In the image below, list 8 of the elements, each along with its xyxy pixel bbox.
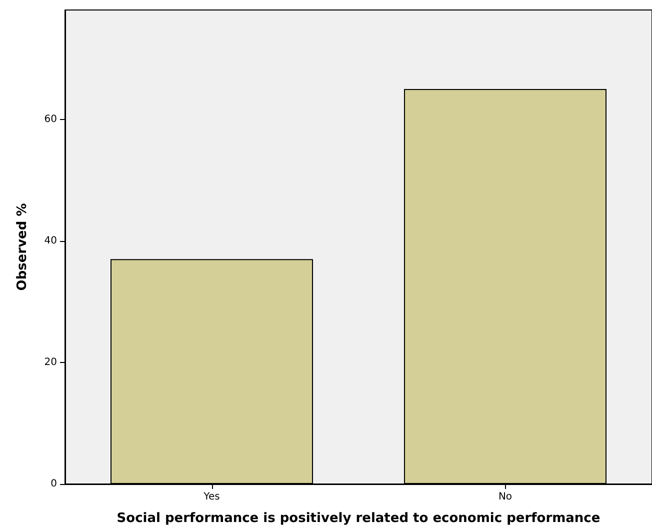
x-tick-label: Yes [202,492,220,502]
x-tick-label: No [498,492,512,502]
y-axis-title: Observed % [15,203,30,291]
x-axis-title: Social performance is positively related to economic performance [116,511,600,526]
y-tick-label: 0 [50,478,57,490]
y-tick-label: 60 [44,114,57,125]
y-tick-label: 40 [44,235,57,246]
y-tick-label: 20 [44,356,57,368]
